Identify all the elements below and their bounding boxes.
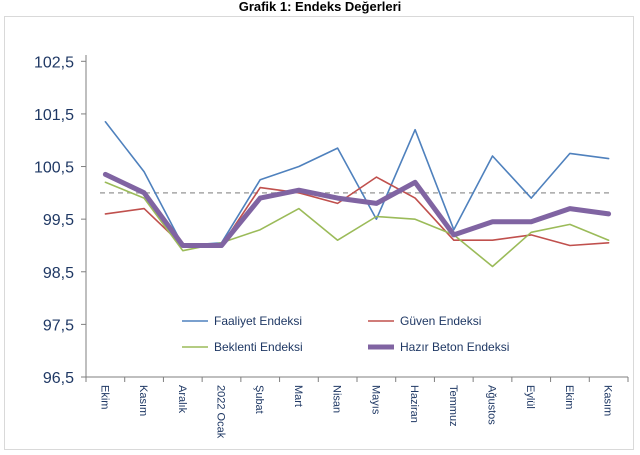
x-tick-label: Aralık xyxy=(176,385,188,414)
x-tick-label: Kasım xyxy=(602,385,614,416)
y-tick-label: 102,5 xyxy=(34,54,74,71)
series-line xyxy=(104,176,610,247)
x-tick-label: Ekim xyxy=(98,385,110,409)
x-tick-label: Ağustos xyxy=(486,385,498,425)
x-tick-label: Mayıs xyxy=(369,385,381,415)
x-tick-label: 2022 Ocak xyxy=(215,385,227,439)
legend-label: Beklenti Endeksi xyxy=(214,340,303,354)
legend-label: Güven Endeksi xyxy=(400,314,481,328)
y-tick-label: 96,5 xyxy=(43,370,74,387)
series-line xyxy=(102,171,612,248)
x-tick-label: Eylül xyxy=(524,385,536,409)
x-tick-label: Temmuz xyxy=(447,385,459,427)
legend-label: Hazır Beton Endeksi xyxy=(400,340,509,354)
legend-label: Faaliyet Endeksi xyxy=(214,314,302,328)
y-tick-label: 99,5 xyxy=(43,212,74,229)
chart-frame xyxy=(4,16,634,450)
y-tick-label: 100,5 xyxy=(34,160,74,177)
x-tick-label: Ekim xyxy=(563,385,575,409)
chart-title: Grafik 1: Endeks Değerleri xyxy=(238,0,402,14)
x-tick-label: Şubat xyxy=(253,385,265,414)
y-tick-label: 98,5 xyxy=(43,265,74,282)
x-tick-label: Nisan xyxy=(331,385,343,413)
y-tick-label: 97,5 xyxy=(43,317,74,334)
x-tick-label: Kasım xyxy=(137,385,149,416)
y-tick-label: 101,5 xyxy=(34,107,74,124)
x-tick-label: Mart xyxy=(292,385,304,407)
series-line xyxy=(104,121,610,247)
series-line xyxy=(104,181,610,268)
x-tick-label: Haziran xyxy=(408,385,420,423)
